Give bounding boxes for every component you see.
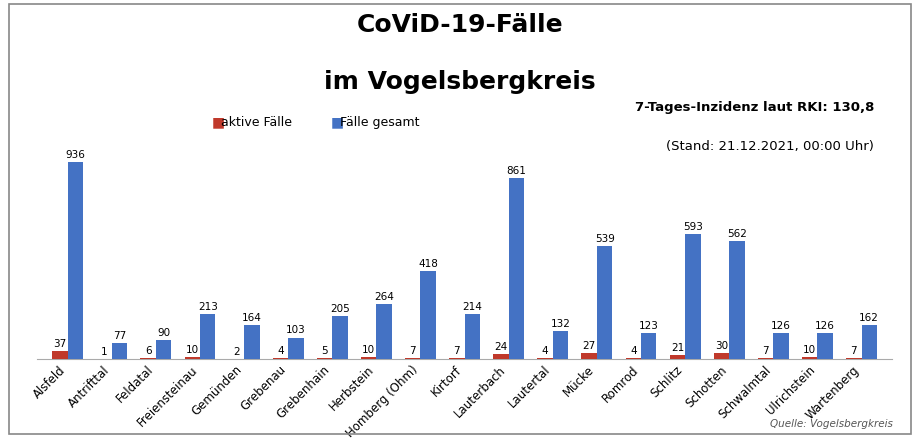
Bar: [713, 353, 729, 359]
Text: 103: 103: [286, 325, 305, 336]
Text: 7: 7: [762, 346, 768, 356]
Text: 7-Tages-Inzidenz laut RKI: 130,8: 7-Tages-Inzidenz laut RKI: 130,8: [634, 101, 873, 114]
Text: 214: 214: [462, 302, 482, 312]
Bar: [141, 358, 155, 359]
Text: 6: 6: [144, 346, 152, 356]
Bar: [360, 357, 376, 359]
Text: 90: 90: [157, 328, 170, 338]
Text: (Stand: 21.12.2021, 00:00 Uhr): (Stand: 21.12.2021, 00:00 Uhr): [665, 140, 873, 153]
Text: 77: 77: [113, 331, 126, 341]
Text: 7: 7: [409, 346, 415, 356]
Text: 164: 164: [242, 313, 262, 322]
Text: 205: 205: [330, 304, 349, 314]
Text: 10: 10: [362, 345, 375, 355]
Bar: [729, 241, 743, 359]
Bar: [448, 358, 464, 359]
Bar: [817, 333, 832, 359]
Bar: [52, 351, 68, 359]
Bar: [625, 358, 641, 359]
Bar: [493, 354, 508, 359]
Bar: [316, 358, 332, 359]
Text: 21: 21: [670, 343, 684, 353]
Text: 5: 5: [321, 346, 327, 356]
Text: ■: ■: [211, 116, 224, 130]
Bar: [332, 316, 347, 359]
Bar: [464, 314, 480, 359]
Text: 123: 123: [638, 321, 658, 331]
Bar: [185, 357, 199, 359]
Text: 126: 126: [814, 321, 834, 331]
Text: 2: 2: [233, 346, 240, 357]
Bar: [596, 246, 612, 359]
Text: 10: 10: [802, 345, 815, 355]
Bar: [420, 271, 436, 359]
Text: 936: 936: [65, 150, 85, 160]
Bar: [404, 358, 420, 359]
Bar: [376, 304, 391, 359]
Text: 24: 24: [494, 342, 507, 352]
Bar: [508, 178, 524, 359]
Bar: [773, 333, 788, 359]
Text: Fälle gesamt: Fälle gesamt: [340, 116, 419, 129]
Bar: [272, 358, 288, 359]
Text: 162: 162: [858, 313, 879, 323]
Text: 30: 30: [714, 341, 727, 351]
Text: 4: 4: [277, 346, 283, 356]
Text: aktive Fälle: aktive Fälle: [221, 116, 291, 129]
Text: 132: 132: [550, 319, 570, 329]
Text: 1: 1: [101, 347, 108, 357]
Text: 10: 10: [186, 345, 199, 355]
Text: 593: 593: [682, 223, 702, 233]
Bar: [288, 338, 303, 359]
Bar: [199, 314, 215, 359]
Text: ■: ■: [331, 116, 344, 130]
Text: 213: 213: [198, 302, 218, 312]
Text: 562: 562: [726, 229, 746, 239]
Bar: [537, 358, 552, 359]
Text: 27: 27: [582, 341, 596, 351]
Bar: [155, 340, 171, 359]
Bar: [669, 355, 685, 359]
Text: 861: 861: [506, 166, 526, 176]
Bar: [111, 343, 127, 359]
Bar: [845, 358, 860, 359]
Text: 126: 126: [770, 321, 790, 331]
Bar: [552, 332, 568, 359]
Bar: [801, 357, 817, 359]
Text: im Vogelsbergkreis: im Vogelsbergkreis: [323, 70, 596, 94]
Text: Quelle: Vogelsbergkreis: Quelle: Vogelsbergkreis: [768, 419, 891, 429]
Bar: [244, 325, 259, 359]
Bar: [641, 333, 656, 359]
Bar: [581, 353, 596, 359]
Text: 7: 7: [453, 346, 460, 356]
Text: 4: 4: [630, 346, 636, 356]
Text: CoViD-19-Fälle: CoViD-19-Fälle: [357, 13, 562, 37]
Text: 4: 4: [541, 346, 548, 356]
Text: 37: 37: [53, 339, 66, 349]
Bar: [68, 162, 83, 359]
Bar: [757, 358, 773, 359]
Text: 264: 264: [374, 292, 393, 301]
Text: 539: 539: [594, 234, 614, 244]
Bar: [685, 234, 699, 359]
Text: 7: 7: [849, 346, 857, 356]
Bar: [860, 325, 876, 359]
Text: 418: 418: [418, 259, 437, 269]
